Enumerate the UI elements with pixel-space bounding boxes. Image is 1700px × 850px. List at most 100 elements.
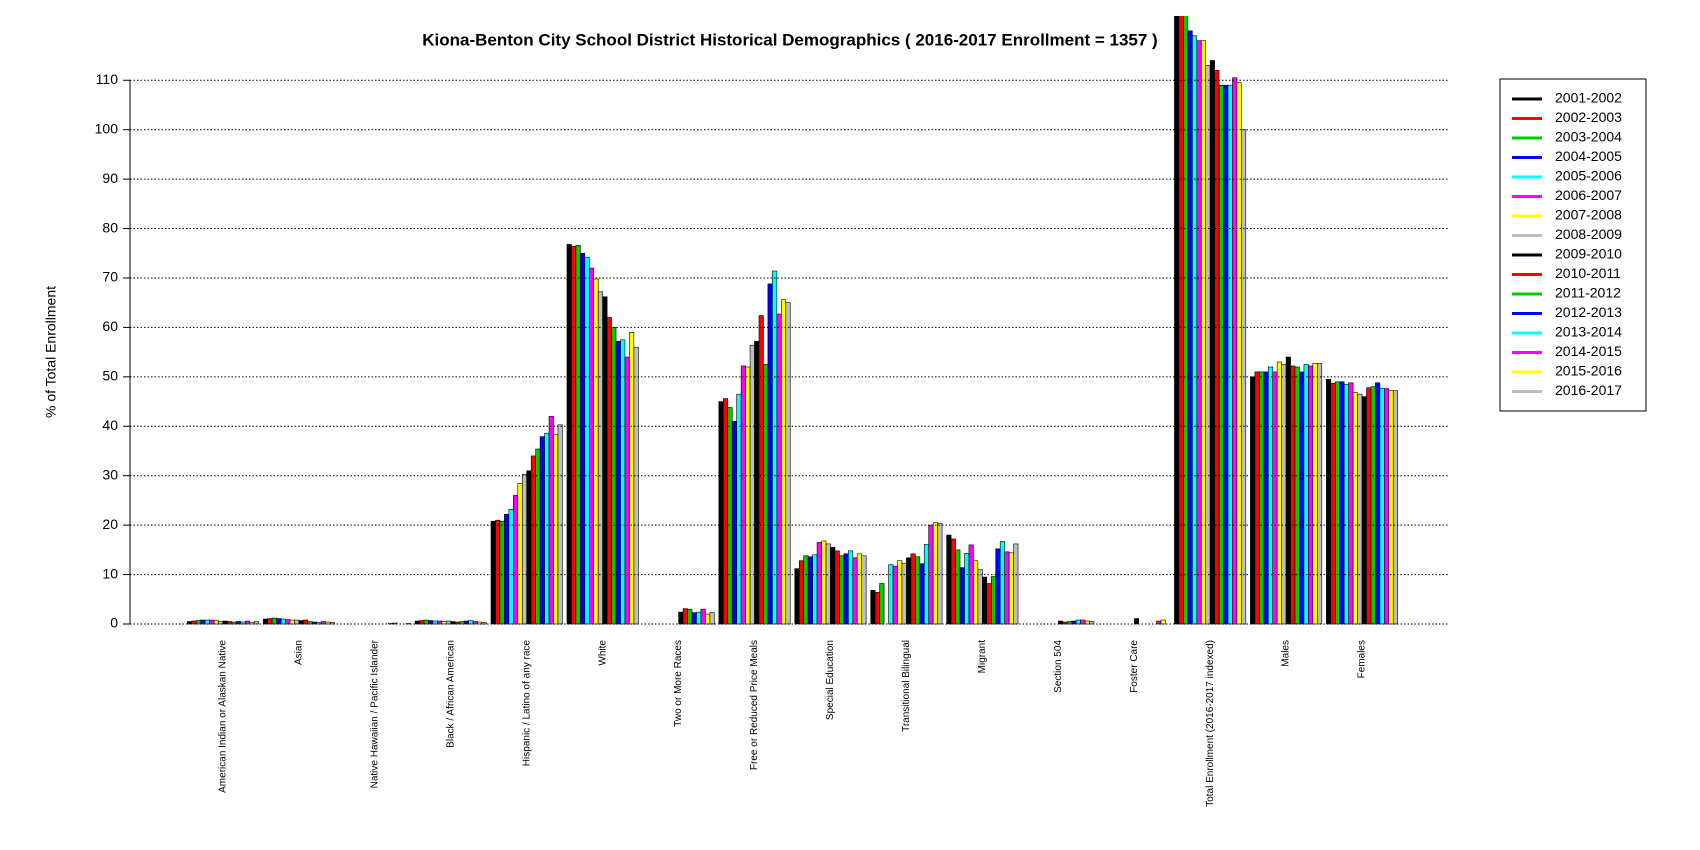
bar — [1133, 618, 1139, 625]
y-tick-label: 10 — [102, 565, 118, 581]
bar — [830, 547, 836, 625]
bar — [508, 509, 514, 625]
bar — [204, 619, 210, 625]
y-tick-label: 30 — [102, 466, 118, 482]
bar — [303, 619, 309, 625]
bar — [932, 522, 938, 625]
x-tick-label: Migrant — [977, 640, 988, 674]
legend-label: 2013-2014 — [1555, 324, 1622, 340]
x-tick-label: Hispanic / Latino of any race — [521, 640, 532, 767]
bar — [1330, 382, 1336, 625]
bar — [1294, 366, 1300, 625]
bar — [1218, 84, 1224, 625]
bar — [289, 619, 295, 625]
legend-label: 2005-2006 — [1555, 168, 1622, 184]
x-tick-label: Asian — [294, 640, 305, 665]
bar — [1205, 65, 1211, 625]
bar — [1392, 390, 1399, 625]
bar — [767, 283, 773, 625]
bar — [526, 470, 532, 625]
bar — [709, 612, 715, 625]
legend-label: 2014-2015 — [1555, 343, 1622, 359]
bar — [1200, 40, 1206, 625]
legend-box — [1499, 78, 1647, 412]
bar — [316, 622, 322, 625]
bar — [1317, 363, 1323, 625]
bar — [1232, 77, 1238, 625]
bar — [982, 576, 988, 625]
bar — [977, 569, 983, 625]
bar — [1334, 381, 1341, 625]
y-tick-label: 60 — [102, 318, 118, 334]
bar — [200, 619, 206, 625]
bar — [1348, 382, 1354, 625]
x-tick-label: Transitional Bilingual — [901, 640, 912, 732]
bar — [1013, 543, 1019, 625]
bar — [271, 617, 277, 625]
x-tick-label: Free or Reduced Price Meals — [749, 640, 760, 770]
bar — [995, 548, 1001, 625]
bar — [521, 473, 528, 625]
bar — [999, 541, 1005, 625]
bar — [1281, 364, 1287, 625]
bar — [419, 620, 425, 625]
bar — [1352, 392, 1358, 625]
legend-label: 2006-2007 — [1555, 187, 1622, 203]
bar — [504, 513, 510, 625]
x-tick-label: Males — [1281, 640, 1292, 667]
legend-label: 2015-2016 — [1555, 363, 1622, 379]
bar — [901, 562, 907, 625]
bar — [1192, 35, 1198, 625]
bar — [1379, 387, 1385, 625]
bar — [754, 340, 760, 625]
bar — [923, 544, 930, 625]
bar — [495, 519, 501, 625]
bar — [1272, 371, 1278, 625]
y-tick-label: 90 — [102, 170, 118, 186]
bar — [1312, 363, 1318, 625]
bar — [1254, 371, 1260, 625]
legend-label: 2009-2010 — [1555, 246, 1622, 262]
bar — [490, 520, 496, 625]
bar — [687, 608, 693, 625]
x-tick-label: Total Enrollment (2016-2017 indexed) — [1205, 640, 1216, 807]
bar — [946, 534, 952, 625]
bar — [267, 618, 273, 625]
bar — [1174, 16, 1180, 625]
bar — [897, 560, 903, 625]
bar — [874, 592, 880, 625]
bar — [776, 313, 782, 625]
bar — [959, 567, 965, 625]
bar — [1290, 365, 1296, 625]
bar — [615, 340, 621, 625]
x-tick-label: Foster Care — [1129, 640, 1140, 693]
bar — [1196, 40, 1202, 625]
bar — [329, 622, 335, 625]
bar — [964, 553, 970, 625]
bar — [1004, 551, 1010, 625]
bar — [772, 270, 778, 625]
bar — [861, 555, 867, 625]
bar — [749, 344, 755, 625]
bar — [580, 252, 586, 625]
y-tick-label: 80 — [102, 219, 118, 235]
bar — [780, 299, 787, 625]
y-tick-label: 50 — [102, 368, 118, 384]
bar — [1080, 619, 1086, 625]
legend-label: 2007-2008 — [1555, 207, 1622, 223]
x-tick-label: White — [597, 640, 608, 666]
bar — [785, 302, 791, 625]
legend-label: 2012-2013 — [1555, 304, 1622, 320]
bar — [1308, 365, 1314, 625]
bar — [423, 619, 429, 625]
bar — [1089, 621, 1095, 625]
bar — [910, 553, 916, 625]
bar — [763, 364, 769, 625]
legend-label: 2003-2004 — [1555, 129, 1622, 145]
bar — [955, 549, 961, 625]
bar — [1388, 390, 1394, 625]
y-tick-label: 110 — [96, 71, 119, 87]
bar — [888, 564, 894, 625]
